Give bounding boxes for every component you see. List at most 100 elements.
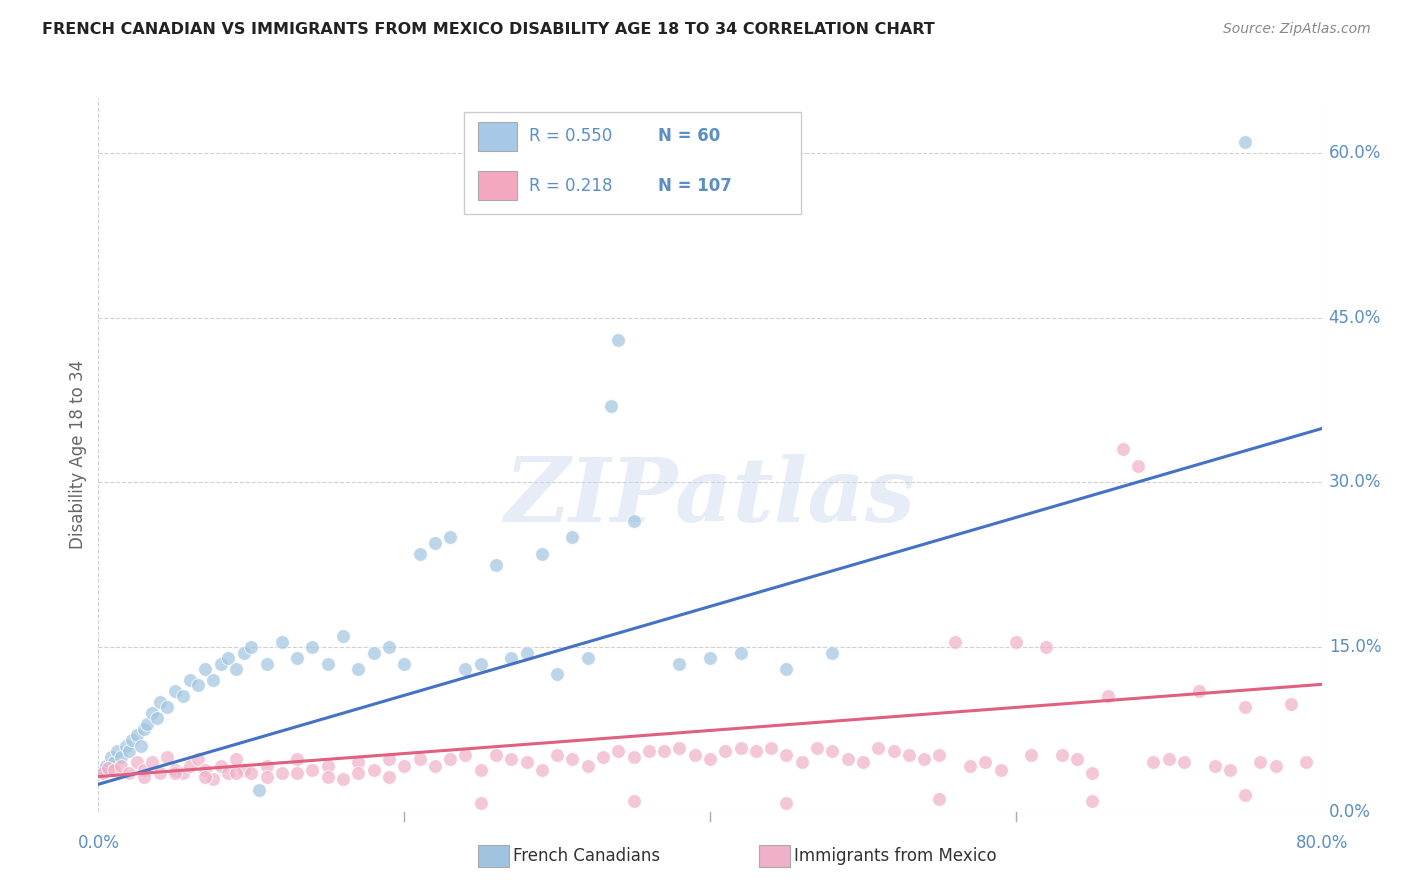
Point	[225, 662, 247, 676]
Text: Immigrants from Mexico: Immigrants from Mexico	[794, 847, 997, 865]
Point	[115, 739, 138, 753]
Point	[821, 744, 844, 758]
Point	[1004, 634, 1026, 648]
Point	[730, 646, 752, 660]
Point	[775, 662, 797, 676]
Point	[439, 530, 461, 544]
Point	[1234, 135, 1257, 149]
Point	[990, 763, 1012, 777]
Text: 15.0%: 15.0%	[1329, 638, 1381, 656]
Point	[806, 741, 828, 756]
Point	[134, 763, 156, 777]
Point	[270, 766, 294, 780]
Text: R = 0.550: R = 0.550	[529, 128, 612, 145]
Point	[217, 766, 239, 780]
Point	[668, 657, 690, 671]
Point	[1234, 789, 1257, 803]
Point	[179, 758, 201, 772]
Point	[1050, 747, 1073, 762]
Text: N = 107: N = 107	[658, 177, 733, 194]
Point	[103, 756, 125, 770]
Point	[454, 662, 477, 676]
Point	[912, 752, 935, 766]
Point	[408, 752, 430, 766]
Point	[121, 733, 143, 747]
Point	[91, 763, 114, 777]
Text: Source: ZipAtlas.com: Source: ZipAtlas.com	[1223, 22, 1371, 37]
Text: N = 60: N = 60	[658, 128, 720, 145]
Point	[714, 744, 737, 758]
Point	[470, 657, 492, 671]
Point	[194, 770, 217, 784]
Point	[868, 741, 890, 756]
Point	[607, 744, 630, 758]
Point	[623, 794, 645, 808]
Point	[134, 770, 156, 784]
Point	[897, 747, 920, 762]
Point	[516, 756, 538, 770]
Point	[652, 744, 675, 758]
Point	[1219, 763, 1241, 777]
Point	[91, 766, 114, 780]
Point	[285, 752, 308, 766]
Point	[1066, 752, 1088, 766]
Point	[118, 744, 141, 758]
Point	[347, 756, 370, 770]
Point	[100, 749, 122, 764]
Point	[392, 758, 416, 772]
Point	[1250, 756, 1272, 770]
Point	[546, 747, 568, 762]
Point	[1204, 758, 1226, 772]
Point	[156, 749, 179, 764]
Point	[699, 651, 721, 665]
Point	[232, 763, 254, 777]
Point	[187, 678, 209, 692]
Point	[699, 752, 721, 766]
Point	[225, 752, 247, 766]
Text: 80.0%: 80.0%	[1295, 834, 1348, 852]
Point	[347, 662, 370, 676]
Point	[163, 766, 186, 780]
Point	[378, 770, 401, 784]
Point	[194, 763, 217, 777]
Point	[202, 772, 225, 786]
Y-axis label: Disability Age 18 to 34: Disability Age 18 to 34	[69, 360, 87, 549]
Point	[270, 634, 294, 648]
Point	[118, 766, 141, 780]
Point	[637, 744, 661, 758]
Point	[149, 766, 172, 780]
Point	[256, 758, 278, 772]
Point	[1081, 766, 1104, 780]
Point	[928, 747, 950, 762]
Point	[392, 657, 416, 671]
Point	[561, 530, 583, 544]
Point	[172, 690, 194, 704]
Point	[240, 640, 263, 654]
Point	[599, 399, 621, 413]
Text: ZIPatlas: ZIPatlas	[505, 455, 915, 541]
Point	[285, 651, 308, 665]
Point	[470, 796, 492, 810]
Point	[110, 749, 132, 764]
Text: 45.0%: 45.0%	[1329, 309, 1381, 326]
Point	[1264, 758, 1286, 772]
Point	[149, 695, 172, 709]
Point	[1295, 756, 1317, 770]
Point	[332, 772, 354, 786]
Point	[1019, 747, 1042, 762]
Point	[623, 749, 645, 764]
Point	[883, 744, 905, 758]
Point	[363, 646, 385, 660]
Point	[136, 717, 159, 731]
Point	[347, 766, 370, 780]
Point	[145, 711, 167, 725]
Point	[316, 657, 339, 671]
Point	[1081, 794, 1104, 808]
Point	[134, 723, 156, 737]
Point	[546, 667, 568, 681]
Point	[316, 770, 339, 784]
Point	[141, 756, 163, 770]
Point	[187, 752, 209, 766]
Point	[209, 657, 232, 671]
Point	[423, 535, 446, 549]
